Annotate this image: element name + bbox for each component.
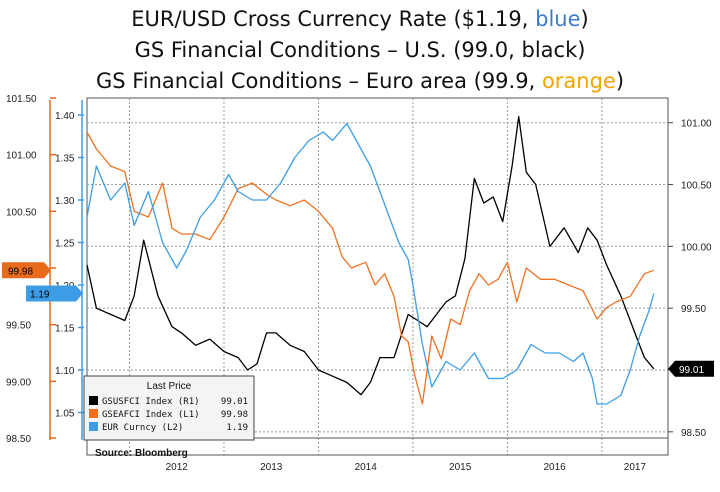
legend-entry-label: GSUSFCI Index (R1) (102, 397, 200, 407)
r1-tick-label: 100.00 (681, 242, 712, 253)
source-note: Source: Bloomberg (95, 448, 188, 459)
l2-tick-label: 1.25 (55, 239, 75, 250)
x-tick-label: 2013 (260, 462, 283, 473)
x-axis-band (86, 437, 669, 456)
r1-last-value-text: 99.01 (679, 365, 704, 376)
legend-entry-value: 99.98 (221, 410, 248, 420)
l2-tick-label: 1.30 (55, 196, 75, 207)
title-line-2: GS Financial Conditions – U.S. (99.0, bl… (134, 38, 586, 62)
title-line-3-suffix: ) (615, 69, 625, 93)
l2-tick-label: 1.10 (55, 366, 75, 377)
l2-last-value-text: 1.19 (30, 290, 50, 301)
legend-box (83, 375, 255, 441)
title-line-3-prefix: GS Financial Conditions – Euro area (99.… (95, 69, 542, 93)
legend-entry-value: 99.01 (221, 397, 248, 407)
l1-tick-label: 99.00 (6, 377, 31, 388)
series-line-us_fci (86, 115, 655, 396)
l1-tick-label: 100.50 (6, 207, 37, 218)
title-line-1: EUR/USD Cross Currency Rate ($1.19, blue… (0, 4, 720, 35)
l2-last-value-tag (26, 285, 83, 302)
x-tick-label: 2017 (624, 462, 647, 473)
r1-tick-label: 101.00 (681, 119, 712, 130)
x-tick-label: 2015 (449, 462, 472, 473)
legend-swatch (89, 396, 98, 405)
l2-tick-label: 1.35 (55, 154, 75, 165)
r1-last-value-tag (668, 360, 714, 377)
l1-last-value-tag (2, 262, 51, 279)
x-tick-label: 2012 (166, 462, 189, 473)
l1-tick-label: 101.50 (6, 94, 37, 105)
x-tick-label: 2016 (544, 462, 567, 473)
x-tick-label: 2014 (355, 462, 378, 473)
title-line-3: GS Financial Conditions – Euro area (99.… (0, 66, 720, 97)
series-line-ea_fci (86, 131, 655, 405)
r1-tick-label: 98.50 (681, 428, 706, 439)
legend-entry-label: GSEAFCI Index (L1) (102, 410, 200, 420)
l1-tick-label: 101.00 (6, 151, 37, 162)
legend-swatch (89, 409, 98, 418)
l2-tick-label: 1.05 (55, 409, 75, 420)
series-line-eur (86, 122, 655, 405)
title-line-1-suffix: ) (580, 7, 589, 31)
l2-tick-label: 1.15 (55, 324, 75, 335)
legend-title: Last Price (147, 381, 192, 392)
legend-swatch (89, 422, 98, 431)
l1-tick-label: 99.50 (6, 321, 31, 332)
title-line-1-prefix: EUR/USD Cross Currency Rate ($1.19, (131, 7, 536, 31)
l1-last-value-text: 99.98 (8, 266, 33, 277)
l1-tick-label: 98.50 (6, 434, 31, 445)
l2-tick-label: 1.40 (55, 111, 75, 122)
r1-tick-label: 99.50 (681, 304, 706, 315)
legend-entry-value: 1.19 (226, 423, 248, 433)
r1-tick-label: 100.50 (681, 181, 712, 192)
legend-entry-label: EUR Curncy (L2) (102, 423, 183, 433)
chart-title: EUR/USD Cross Currency Rate ($1.19, blue… (0, 4, 720, 97)
title-orange-word: orange (541, 69, 616, 93)
title-blue-word: blue (535, 7, 581, 31)
